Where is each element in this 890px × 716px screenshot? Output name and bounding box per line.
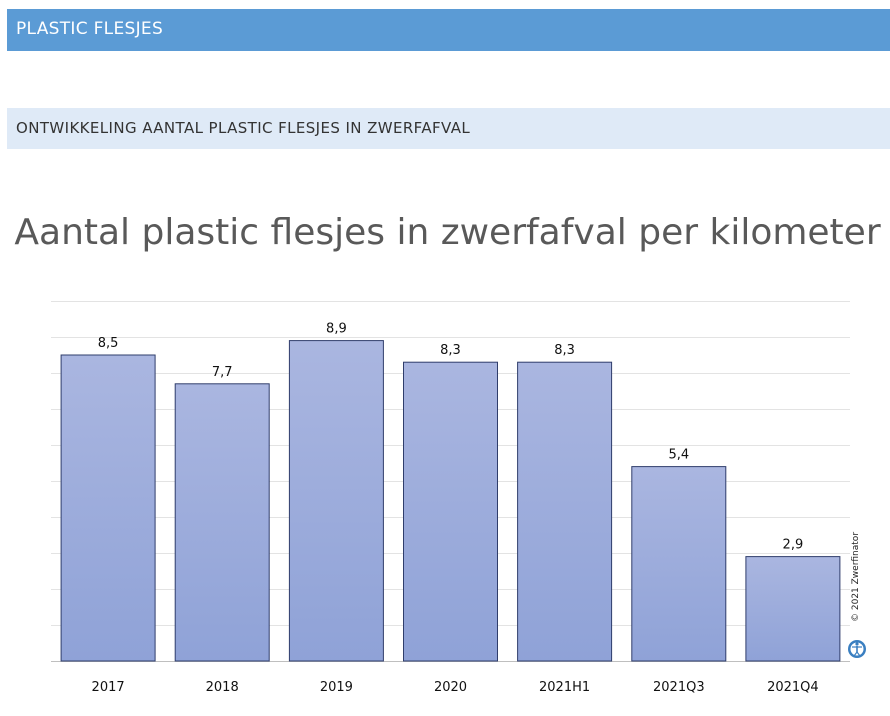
data-labels: 8,5 7,7 8,9 8,3 8,3 5,4 2,9 bbox=[98, 322, 803, 553]
chart-title: Aantal plastic flesjes in zwerfafval per… bbox=[14, 212, 881, 253]
data-label-2017: 8,5 bbox=[98, 336, 119, 351]
bar-2019 bbox=[288, 340, 384, 662]
bar-2020 bbox=[403, 361, 498, 662]
x-tick-labels: 2017 2018 2019 2020 2021H1 2021Q3 2021Q4 bbox=[92, 680, 819, 695]
section-header-band: PLASTIC FLESJES bbox=[7, 9, 890, 51]
x-tick-2021H1: 2021H1 bbox=[539, 680, 590, 695]
bar-2021Q3 bbox=[631, 466, 727, 662]
bar-2021H1 bbox=[517, 361, 613, 662]
x-tick-2020: 2020 bbox=[434, 680, 467, 695]
data-label-2021H1: 8,3 bbox=[554, 343, 575, 358]
bar-2017 bbox=[60, 354, 156, 662]
bars bbox=[60, 340, 841, 662]
data-label-2018: 7,7 bbox=[212, 365, 233, 380]
zwerfinator-logo-icon bbox=[848, 640, 866, 658]
subsection-header-band: ONTWIKKELING AANTAL PLASTIC FLESJES IN Z… bbox=[7, 108, 890, 149]
data-label-2020: 8,3 bbox=[440, 343, 461, 358]
section-title: PLASTIC FLESJES bbox=[16, 19, 164, 39]
x-tick-2021Q4: 2021Q4 bbox=[767, 680, 819, 695]
x-tick-2021Q3: 2021Q3 bbox=[653, 680, 705, 695]
data-label-2021Q3: 5,4 bbox=[668, 448, 689, 463]
copyright-text: © 2021 Zwerfinator bbox=[851, 531, 861, 622]
data-label-2019: 8,9 bbox=[326, 322, 347, 337]
subsection-title: ONTWIKKELING AANTAL PLASTIC FLESJES IN Z… bbox=[16, 119, 471, 137]
bar-2021Q4 bbox=[745, 556, 841, 662]
x-tick-2018: 2018 bbox=[206, 680, 239, 695]
bar-2018 bbox=[174, 383, 270, 662]
x-tick-2019: 2019 bbox=[320, 680, 353, 695]
data-label-2021Q4: 2,9 bbox=[783, 538, 804, 553]
x-tick-2017: 2017 bbox=[92, 680, 125, 695]
